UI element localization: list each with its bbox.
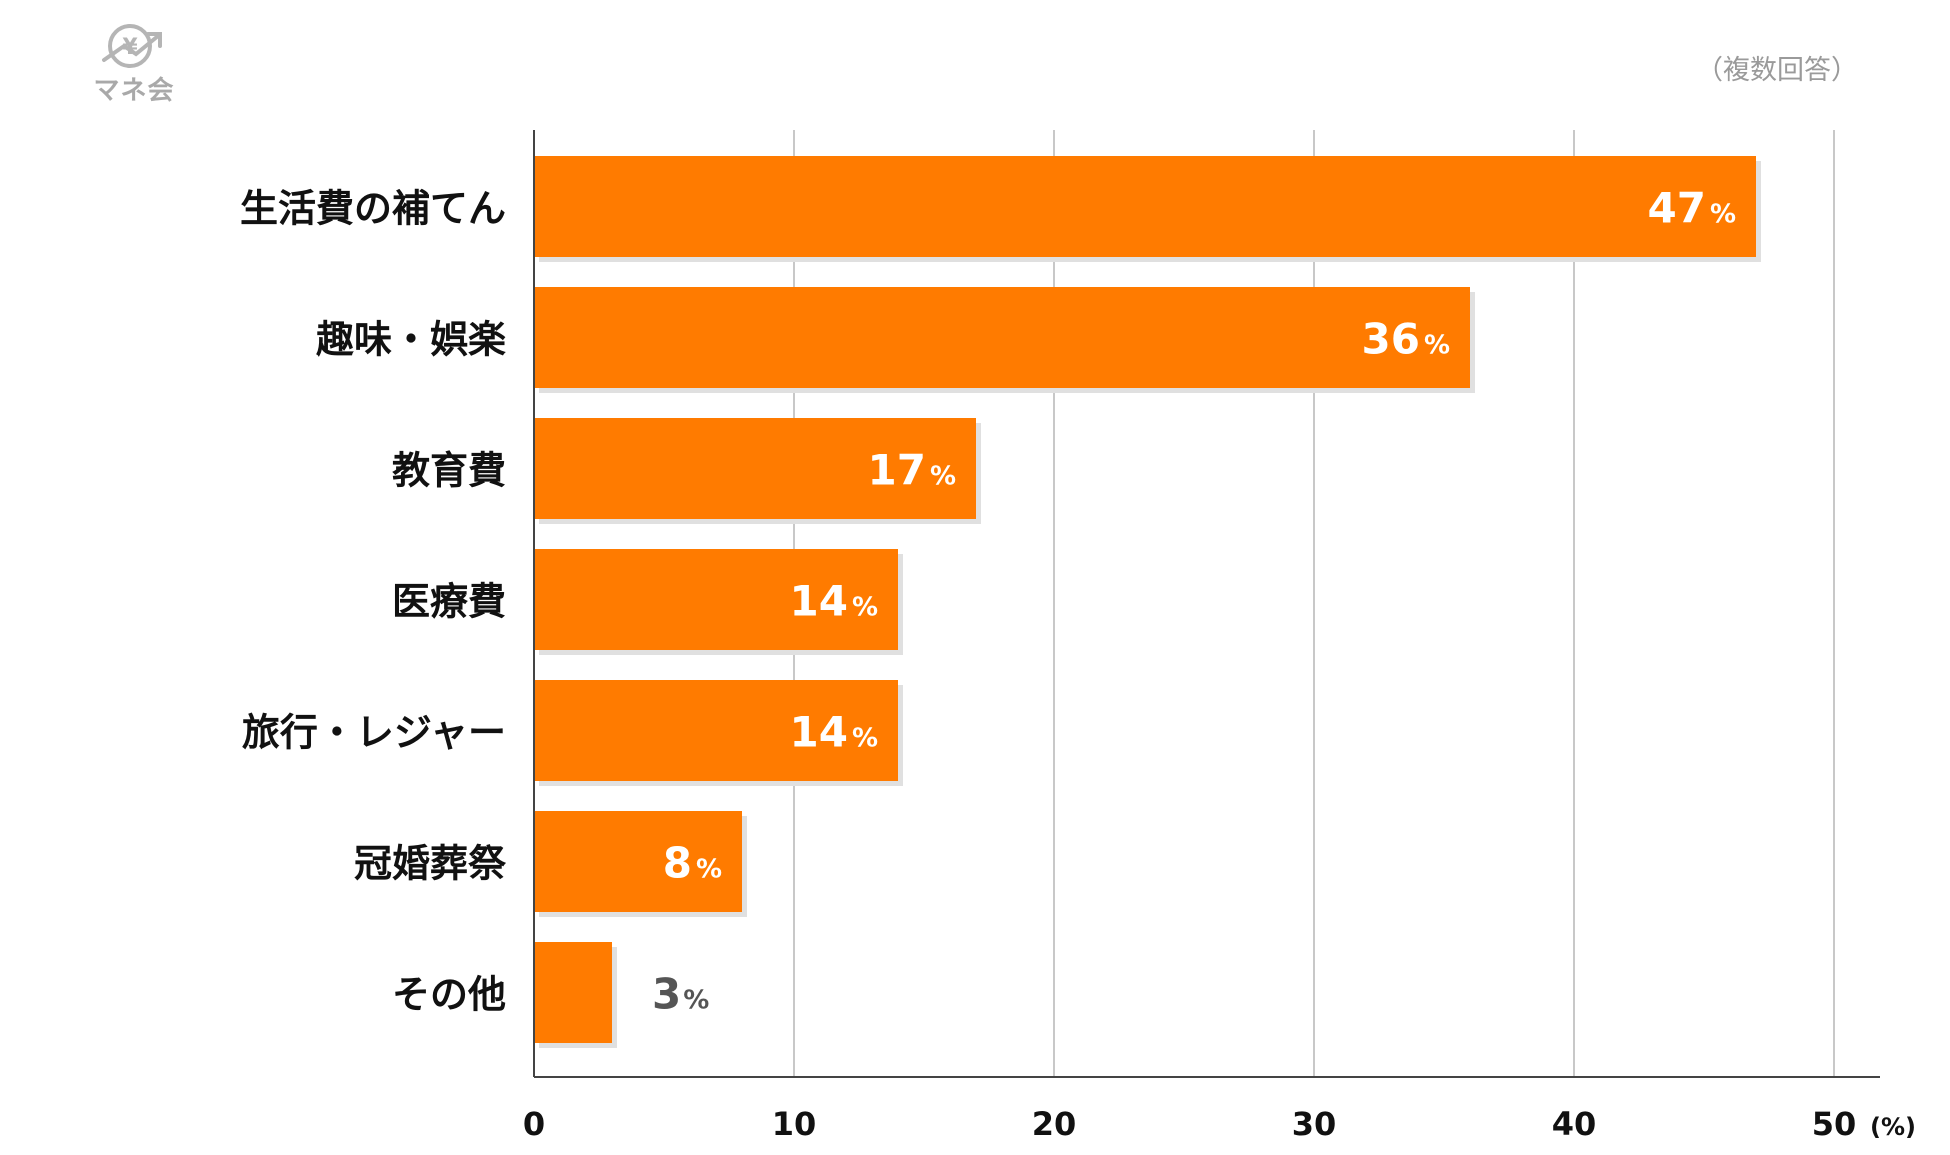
data-label: 36 [1362,315,1420,364]
data-label: 3 [652,970,681,1019]
bar [534,811,742,912]
category-label: 医療費 [392,580,506,624]
data-label-unit: % [683,986,709,1016]
x-tick-label: 20 [1032,1105,1077,1143]
bar [534,418,976,519]
x-tick-label: 40 [1552,1105,1597,1143]
data-label-unit: % [930,462,956,492]
data-label: 8 [663,839,692,888]
data-label-unit: % [696,855,722,885]
logo-text: マネ会 [93,76,175,106]
data-label-unit: % [1424,331,1450,361]
x-tick-label: 50 [1812,1105,1857,1143]
bar [534,549,898,650]
x-tick-label: 10 [772,1105,817,1143]
category-label: 教育費 [392,449,506,493]
x-tick-label: 30 [1292,1105,1337,1143]
category-label: 旅行・レジャー [242,711,506,755]
data-label: 14 [790,577,848,626]
note-multiple-answers: （複数回答） [1696,55,1858,86]
bar [534,942,612,1043]
category-label: 冠婚葬祭 [354,842,507,886]
data-label-unit: % [852,593,878,623]
data-label-unit: % [852,724,878,754]
data-label: 47 [1648,184,1706,233]
brand-logo: ¥ マネ会 [84,16,184,106]
category-label: 生活費の補てん [240,187,506,231]
yen-arrow-icon: ¥ [102,24,162,68]
data-label: 17 [868,446,926,495]
category-label: 趣味・娯楽 [316,318,506,362]
bar [534,287,1470,388]
data-label: 14 [790,708,848,757]
bar [534,680,898,781]
category-label: その他 [392,973,506,1017]
x-unit-label: (%) [1870,1113,1916,1141]
data-label-unit: % [1710,200,1736,230]
x-tick-label: 0 [523,1105,545,1143]
bar [534,156,1756,257]
